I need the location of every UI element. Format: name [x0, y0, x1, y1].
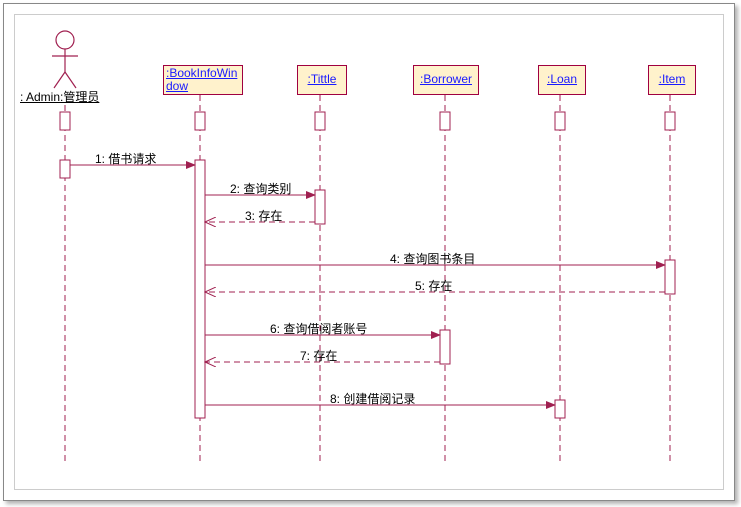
lifeline-loan: :Loan [538, 65, 586, 95]
message-label-3: 3: 存在 [245, 207, 282, 224]
lifeline-label: :Borrower [420, 73, 472, 86]
lifeline-label: :Item [659, 73, 686, 86]
message-label-7: 7: 存在 [300, 347, 337, 364]
lifeline-label: :Loan [547, 73, 577, 86]
message-label-5: 5: 存在 [415, 277, 452, 294]
actor-label: : Admin:管理员 [20, 88, 99, 105]
lifeline-label: :BookInfoWindow [166, 67, 240, 93]
message-label-1: 1: 借书请求 [95, 150, 156, 167]
lifeline-borrower: :Borrower [413, 65, 479, 95]
message-label-6: 6: 查询借阅者账号 [270, 320, 367, 337]
lifeline-tittle: :Tittle [297, 65, 347, 95]
lifeline-item: :Item [648, 65, 696, 95]
lifeline-bookinfo: :BookInfoWindow [163, 65, 243, 95]
sequence-diagram-svg [0, 0, 741, 507]
message-label-2: 2: 查询类别 [230, 180, 291, 197]
lifeline-label: :Tittle [308, 73, 337, 86]
message-label-4: 4: 查询图书条目 [390, 250, 475, 267]
message-label-8: 8: 创建借阅记录 [330, 390, 415, 407]
